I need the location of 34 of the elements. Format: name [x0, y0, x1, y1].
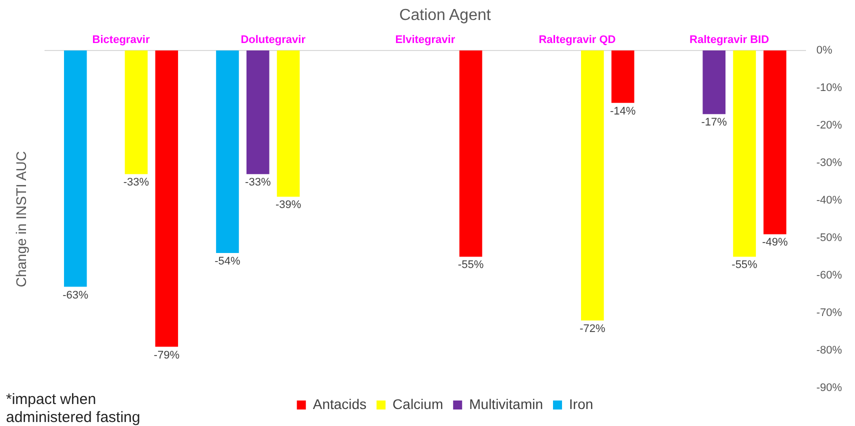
legend-label: Calcium	[392, 396, 444, 412]
data-label: -33%	[123, 176, 150, 189]
data-label: -17%	[701, 116, 728, 129]
legend-label: Iron	[569, 396, 594, 412]
data-label: -49%	[762, 236, 788, 249]
data-label: -54%	[214, 255, 241, 268]
legend-label: Multivitamin	[469, 396, 544, 412]
y-tick-label: 0%	[816, 44, 832, 56]
x-tick-label: Bictegravir	[92, 34, 150, 46]
x-tick-label: Dolutegravir	[240, 34, 306, 46]
y-tick-label: -50%	[816, 232, 842, 244]
chart-title: Cation Agent	[399, 7, 492, 24]
x-tick-label: Elvitegravir	[395, 34, 456, 46]
y-axis-title: Change in INSTI AUC	[12, 151, 29, 288]
data-label: -33%	[245, 176, 271, 189]
text: *impact when administered fasting	[6, 391, 140, 426]
y-tick-label: -10%	[816, 82, 842, 94]
data-label: -72%	[580, 323, 606, 336]
data-label: -39%	[275, 199, 302, 212]
y-tick-label: -70%	[816, 307, 842, 320]
data-label: -14%	[610, 105, 636, 118]
x-tick-label: Raltegravir QD	[538, 34, 616, 46]
data-label: -79%	[154, 349, 180, 362]
x-tick-label: Raltegravir BID	[690, 34, 770, 46]
y-tick-label: -80%	[816, 344, 842, 357]
data-label: -55%	[458, 259, 484, 272]
legend-label: Antacids	[312, 396, 367, 412]
data-label: -55%	[732, 259, 758, 272]
y-tick-label: -60%	[816, 270, 842, 282]
y-tick-label: -90%	[816, 382, 842, 394]
y-tick-label: -30%	[816, 156, 842, 169]
y-tick-label: -20%	[816, 119, 842, 132]
data-label: -63%	[62, 289, 88, 302]
y-tick-label: -40%	[816, 194, 842, 206]
